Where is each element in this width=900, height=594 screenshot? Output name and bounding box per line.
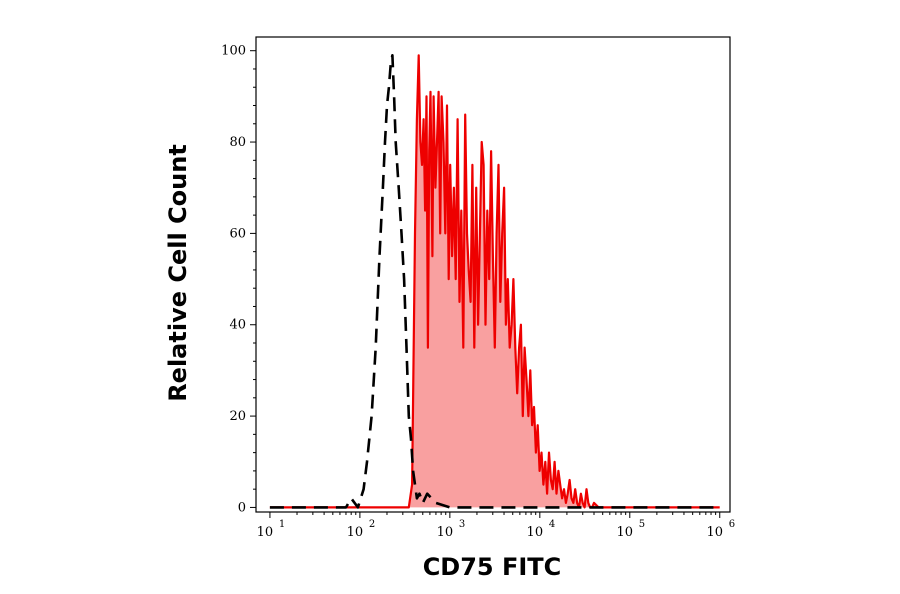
y-axis-title: Relative Cell Count — [164, 144, 192, 402]
x-tick-exponent-5: 6 — [729, 519, 735, 530]
y-tick-label-0: 0 — [238, 500, 246, 515]
y-tick-label-2: 40 — [229, 318, 246, 333]
x-tick-label-1: 10 — [347, 525, 364, 540]
x-tick-exponent-3: 4 — [549, 519, 555, 530]
x-tick-label-4: 10 — [617, 525, 634, 540]
x-tick-exponent-1: 2 — [369, 519, 375, 530]
x-tick-exponent-4: 5 — [639, 519, 645, 530]
x-tick-label-3: 10 — [527, 525, 544, 540]
series-1-line — [269, 54, 720, 509]
y-tick-label-5: 100 — [221, 44, 246, 59]
y-tick-label-1: 20 — [229, 409, 246, 424]
series-0-line — [269, 54, 720, 509]
y-tick-label-4: 80 — [229, 135, 246, 150]
x-tick-label-2: 10 — [437, 525, 454, 540]
series-layer — [269, 54, 720, 509]
x-tick-exponent-0: 1 — [279, 519, 285, 530]
x-axis: 10 1 10 2 10 3 10 4 10 5 10 6 — [257, 512, 735, 540]
x-tick-exponent-2: 3 — [459, 519, 465, 530]
y-axis: 0 20 40 60 80 100 — [221, 44, 256, 515]
series-1-fill — [269, 55, 720, 508]
y-tick-label-3: 60 — [229, 226, 246, 241]
x-axis-title: CD75 FITC — [423, 553, 562, 581]
x-tick-label-0: 10 — [257, 525, 274, 540]
x-tick-label-5: 10 — [706, 525, 723, 540]
